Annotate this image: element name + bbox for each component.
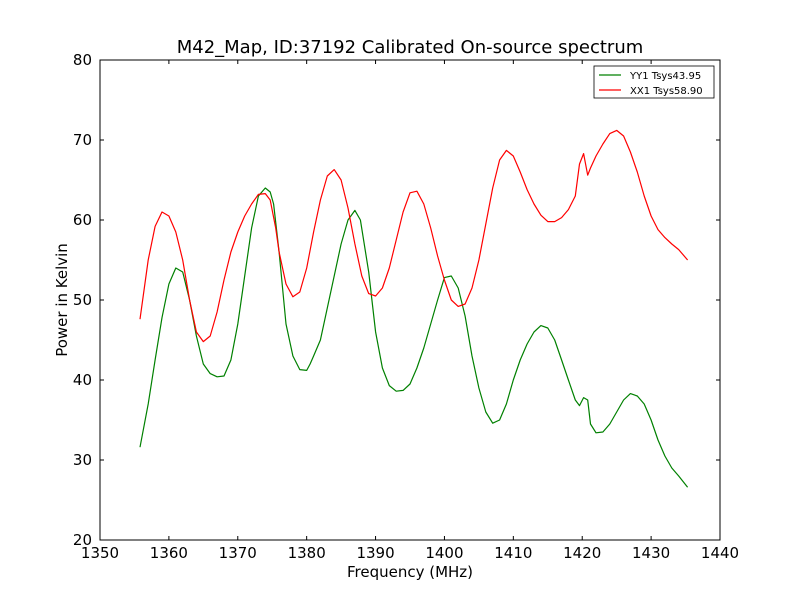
legend-label-2: XX1 Tsys58.90: [630, 86, 703, 97]
y-tick-label: 70: [73, 131, 92, 149]
y-tick-label: 40: [73, 371, 92, 389]
y-tick-label: 80: [73, 51, 92, 69]
x-axis-label: Frequency (MHz): [347, 563, 473, 581]
y-axis-label: Power in Kelvin: [53, 243, 71, 357]
x-tick-label: 1360: [150, 544, 188, 562]
legend-box: [593, 65, 715, 99]
x-tick-label: 1410: [494, 544, 532, 562]
y-tick-label: 50: [73, 291, 92, 309]
legend: YY1 Tsys43.95 XX1 Tsys58.90: [593, 65, 715, 99]
chart-title: M42_Map, ID:37192 Calibrated On-source s…: [177, 37, 644, 58]
series-line-2: [139, 129, 689, 343]
x-tick-label: 1370: [219, 544, 257, 562]
x-tick-label: 1400: [425, 544, 463, 562]
x-tick-label: 1350: [81, 544, 119, 562]
y-tick-label: 30: [73, 451, 92, 469]
series-line-1: [139, 187, 689, 488]
x-tick-label: 1390: [356, 544, 394, 562]
x-tick-label: 1430: [632, 544, 670, 562]
x-tick-label: 1420: [563, 544, 601, 562]
y-tick-label: 60: [73, 211, 92, 229]
y-axis: 20 30 40 50 60 70 80: [73, 51, 720, 549]
x-axis: 1350 1360 1370 1380 1390 1400 1410 1420 1430 1440: [81, 60, 739, 562]
x-tick-label: 1440: [701, 544, 739, 562]
legend-label-1: YY1 Tsys43.95: [629, 71, 701, 82]
x-tick-label: 1380: [288, 544, 326, 562]
y-tick-label: 20: [73, 531, 92, 549]
